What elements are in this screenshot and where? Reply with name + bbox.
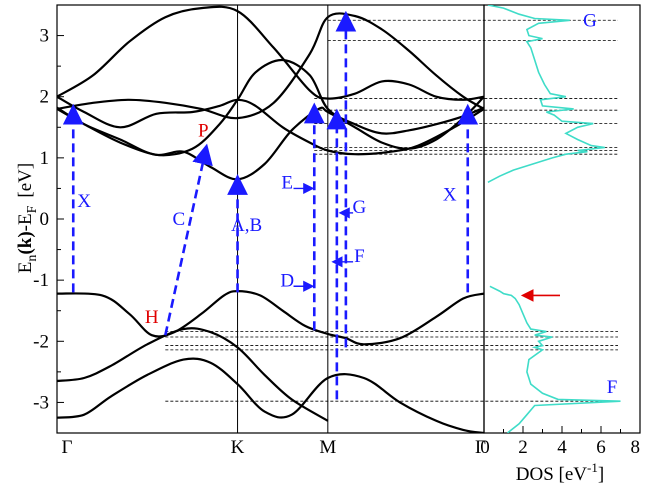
y-tick-label: -3 [33,392,49,413]
y-tick-label: -1 [33,270,49,291]
dos-tick-label: 4 [557,437,567,458]
dos-curve [487,5,606,184]
transition-label: X [77,191,91,212]
transition-arrow [164,143,213,336]
dos-axis-label: DOS [eV-1] [516,460,604,485]
y-axis-label-dash: -E [15,213,36,231]
y-axis-label: En(k)-EF [eV] [15,163,40,273]
dos-peak-label: G [583,10,597,31]
dos-peak-label: F [607,377,618,398]
y-tick-label: -2 [33,331,49,352]
band-structure-panel: X H P C A,B D E F G X 3 2 1 0 -1 -2 -3 Γ K M Γ [33,4,618,458]
svg-text:DOS [eV-1]: DOS [eV-1] [516,460,604,485]
band-plot-frame [56,4,485,434]
transition-label: C [173,209,186,230]
band-curve [57,327,329,422]
k-point-label: K [231,437,245,458]
y-axis-label-f: F [25,205,40,213]
band-curve [57,95,484,156]
transition-label: F [354,246,365,267]
k-point-label: Γ [62,437,73,458]
svg-text:En(k)-EF[eV]: En(k)-EF [eV] [15,163,40,273]
dos-curve [489,285,621,433]
transition-label: A,B [231,215,262,236]
y-axis-label-e: E [15,262,36,274]
y-tick-label: 0 [40,209,50,230]
dos-tick-label: 8 [631,437,641,458]
band-curves [57,5,484,433]
dos-panel: 0 2 4 6 8 G F [480,4,641,458]
transition-label: E [281,172,293,193]
k-point-label: Γ [475,437,486,458]
y-axis-label-k: (k) [15,231,36,254]
dos-axis-label-close: ] [598,464,604,485]
y-tick-label: 2 [40,87,50,108]
band-curve [57,58,484,157]
transition-label: P [198,120,209,141]
dos-tick-label: 0 [480,437,490,458]
dos-axis-label-exp: -1 [587,460,598,475]
dos-plot-frame [483,4,641,434]
y-axis-label-unit: [eV] [15,163,36,198]
y-axis-label-n: n [25,255,40,262]
band-curve [57,12,484,120]
band-curve [57,95,484,181]
transition-label: G [353,197,367,218]
transition-label: H [145,307,159,328]
transition-label: X [443,185,457,206]
y-tick-label: 3 [40,26,50,47]
transition-label: D [280,270,294,291]
dos-tick-label: 2 [518,437,528,458]
y-tick-label: 1 [40,148,50,169]
band-curve [57,357,484,433]
dos-curves [487,5,621,433]
dos-axis-label-base: DOS [eV [516,464,588,485]
band-curve [57,289,484,346]
band-curve [57,5,484,101]
k-point-label: M [319,437,336,458]
dos-tick-label: 6 [596,437,606,458]
